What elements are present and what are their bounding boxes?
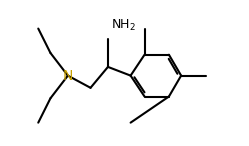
- Text: NH$_2$: NH$_2$: [112, 18, 136, 33]
- Text: N: N: [63, 69, 73, 83]
